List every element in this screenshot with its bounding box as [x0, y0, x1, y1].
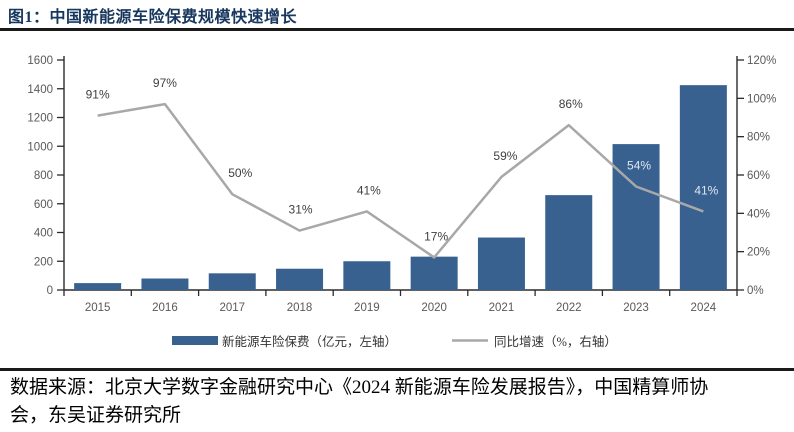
- chart-area: 0 200 400 600 800 1000 1200 1400 1600 0% 20% 40% 60%…: [0, 40, 794, 370]
- bar: [477, 237, 525, 290]
- axes: 0 200 400 600 800 1000 1200 1400 1600 0% 20% 40% 60%…: [27, 55, 776, 297]
- right-axis-tick-label: 100%: [747, 93, 776, 105]
- left-axis-tick-label: 0: [47, 285, 53, 297]
- year-label: 2019: [354, 302, 380, 314]
- growth-data-label: 59%: [493, 149, 517, 163]
- year-label: 2017: [219, 302, 245, 314]
- growth-point-labels: 91% 97% 50% 31% 41% 17% 59% 86% 54% 41%: [86, 76, 719, 243]
- year-label: 2021: [489, 302, 515, 314]
- source-note: 数据来源：北京大学数字金融研究中心《2024 新能源车险发展报告》，中国精算师协…: [10, 377, 709, 426]
- year-label: 2015: [85, 302, 111, 314]
- legend-bar-label: 新能源车险保费（亿元，左轴）: [222, 334, 397, 349]
- left-axis-tick-label: 200: [34, 256, 53, 268]
- left-axis-tick-label: 1400: [27, 84, 53, 96]
- left-axis-tick-label: 1200: [27, 113, 53, 125]
- left-axis-tick-label: 1600: [27, 55, 53, 67]
- right-axis-tick-label: 40%: [747, 208, 770, 220]
- premium-bars: [74, 85, 727, 290]
- legend: 新能源车险保费（亿元，左轴） 同比增速（%，右轴）: [172, 334, 617, 349]
- year-label: 2022: [556, 302, 582, 314]
- year-label: 2018: [287, 302, 313, 314]
- growth-data-label: 41%: [357, 183, 381, 197]
- left-axis-tick-label: 400: [34, 228, 53, 240]
- x-axis-labels: 2015 2016 2017 2018 2019 2020 2021 2022 2023 2024: [85, 302, 717, 314]
- right-axis-tick-label: 0%: [747, 285, 764, 297]
- title-divider: [0, 28, 794, 31]
- growth-data-label: 86%: [559, 97, 583, 111]
- growth-data-label: 97%: [153, 76, 177, 90]
- legend-bar-swatch: [172, 336, 218, 345]
- left-axis-tick-label: 800: [34, 170, 53, 182]
- right-axis-tick-label: 120%: [747, 55, 776, 67]
- left-axis-tick-label: 1000: [27, 141, 53, 153]
- growth-data-label: 31%: [289, 203, 313, 217]
- year-label: 2020: [421, 302, 447, 314]
- bar: [276, 268, 324, 290]
- year-label: 2023: [623, 302, 649, 314]
- legend-line-label: 同比增速（%，右轴）: [494, 334, 617, 349]
- growth-line: [97, 102, 704, 259]
- growth-data-label: 41%: [694, 183, 718, 197]
- growth-data-label: 54%: [627, 159, 651, 173]
- growth-data-label: 50%: [228, 166, 252, 180]
- right-axis-tick-label: 80%: [747, 132, 770, 144]
- year-label: 2024: [691, 302, 717, 314]
- bar: [74, 283, 122, 290]
- figure-title: 图1：中国新能源车险保费规模快速增长: [8, 9, 298, 26]
- bar: [141, 278, 189, 290]
- bar: [343, 261, 391, 290]
- bar: [208, 273, 256, 290]
- growth-data-label: 91%: [86, 88, 110, 102]
- bar: [545, 195, 593, 290]
- left-axis-tick-label: 600: [34, 199, 53, 211]
- footer-divider: [0, 368, 794, 371]
- combo-chart: 0 200 400 600 800 1000 1200 1400 1600 0% 20% 40% 60%…: [27, 55, 776, 349]
- bar: [410, 256, 458, 290]
- bar: [679, 85, 727, 290]
- right-axis-tick-label: 20%: [747, 247, 770, 259]
- bar: [612, 144, 660, 290]
- right-axis-tick-label: 60%: [747, 170, 770, 182]
- growth-data-label: 17%: [424, 229, 448, 243]
- year-label: 2016: [152, 302, 178, 314]
